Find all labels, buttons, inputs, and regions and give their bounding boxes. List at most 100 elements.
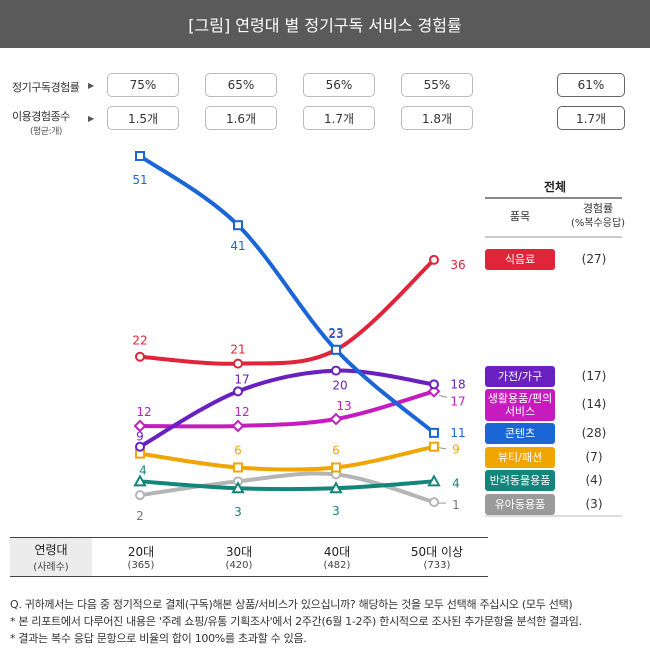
data-point [135, 351, 145, 362]
experience-total: 61% [557, 73, 625, 97]
experience-value-30s: 65% [205, 73, 277, 97]
arrow-right-icon: ▶ [88, 114, 95, 123]
data-label: 13 [336, 399, 351, 413]
legend-item-label: 반려동물용품 [485, 470, 555, 491]
data-point [329, 481, 343, 494]
legend-col-rate-sub: (%복수응답) [570, 218, 626, 229]
age-group-table: 연령대 (사례수) 20대 (365) 30대 (420) 40대 (482) … [10, 537, 488, 577]
data-label: 21 [230, 343, 245, 357]
age-group-40s: 40대 (482) [288, 538, 386, 576]
data-point [135, 490, 145, 501]
legend-item-value: (14) [581, 397, 607, 411]
legend-item-value: (4) [585, 473, 603, 487]
age-group-n: (482) [323, 560, 351, 571]
data-label: 6 [234, 443, 242, 457]
legend-col-rate-title: 경험률 [582, 202, 614, 215]
data-label: 11 [450, 426, 465, 440]
data-point [429, 379, 439, 390]
data-point [331, 344, 341, 355]
age-group-label: 40대 [323, 545, 351, 559]
count-value-40s: 1.7개 [303, 106, 375, 130]
legend-item-label: 뷰티/패션 [485, 447, 555, 468]
legend-item-label: 생활용품/편의서비스 [485, 389, 555, 421]
footnote-source: * 본 리포트에서 다루어진 내용은 '주례 쇼핑/유통 기획조사'에서 2주간… [10, 615, 582, 628]
data-label: 41 [230, 239, 245, 253]
data-label: 17 [450, 394, 465, 408]
data-label: 20 [332, 379, 347, 393]
data-label: 22 [132, 334, 147, 348]
age-group-header-title: 연령대 [34, 543, 68, 557]
data-label: 17 [234, 372, 249, 386]
data-label: 9 [452, 443, 460, 457]
count-row-title: 이용경험종수 [12, 110, 70, 123]
data-label: 3 [332, 504, 340, 518]
data-label: 12 [136, 405, 151, 419]
data-label: 4 [139, 463, 147, 477]
count-value-30s: 1.6개 [205, 106, 277, 130]
age-group-50s: 50대 이상 (733) [386, 538, 488, 576]
series-line [138, 444, 436, 472]
legend-item-value: (3) [585, 497, 603, 511]
data-point [329, 412, 343, 426]
age-group-n: (733) [423, 560, 451, 571]
count-total: 1.7개 [557, 106, 625, 130]
page-title: [그림] 연령대 별 정기구독 서비스 경험률 [0, 0, 650, 48]
data-point [427, 474, 441, 487]
series-line [138, 154, 436, 435]
label-leader-line [438, 394, 448, 398]
age-group-label: 20대 [127, 545, 155, 559]
legend-item-label: 식음료 [485, 249, 555, 270]
age-group-header-sub: (사례수) [33, 562, 69, 573]
series-line [138, 257, 436, 366]
data-label: 12 [234, 405, 249, 419]
age-group-20s: 20대 (365) [92, 538, 190, 576]
data-point [133, 474, 147, 487]
data-point [233, 220, 243, 231]
series-line [138, 471, 436, 505]
legend-item-value: (28) [581, 426, 607, 440]
legend-col-item: 품목 [509, 210, 531, 223]
legend-title: 전체 [544, 180, 567, 194]
data-label: 9 [136, 430, 144, 444]
data-point [331, 365, 341, 376]
data-point [133, 419, 147, 433]
experience-value-20s: 75% [107, 73, 179, 97]
data-label: 1 [452, 498, 460, 512]
count-value-50s: 1.8개 [401, 106, 473, 130]
age-group-30s: 30대 (420) [190, 538, 288, 576]
data-point [427, 384, 441, 398]
data-point [331, 462, 341, 473]
series-line [138, 368, 436, 449]
experience-value-50s: 55% [401, 73, 473, 97]
arrow-right-icon: ▶ [88, 81, 95, 90]
age-group-label: 50대 이상 [410, 545, 464, 559]
data-label: 36 [450, 258, 465, 272]
data-point [233, 386, 243, 397]
data-label: 23 [328, 327, 343, 341]
label-leader-line [438, 447, 447, 450]
series-line [138, 479, 436, 492]
legend-item-value: (17) [581, 369, 607, 383]
data-label: 23 [328, 326, 343, 340]
count-row-label: 이용경험종수 (평균:개) [12, 108, 70, 137]
data-point [429, 441, 439, 452]
data-label: 18 [450, 377, 465, 391]
age-group-n: (365) [127, 560, 155, 571]
age-group-label: 30대 [225, 545, 253, 559]
data-label: 2 [136, 509, 144, 523]
legend-item-label: 가전/가구 [485, 366, 555, 387]
data-point [233, 358, 243, 369]
age-group-header: 연령대 (사례수) [10, 538, 92, 576]
footnote-question: Q. 귀하께서는 다음 중 정기적으로 결제(구독)해본 상품/서비스가 있으십… [10, 598, 573, 611]
data-label: 3 [234, 505, 242, 519]
data-label: 4 [452, 476, 460, 490]
data-label: 6 [332, 443, 340, 457]
data-point [231, 481, 245, 494]
legend-item-label: 유아동용품 [485, 494, 555, 515]
legend-item-label: 콘텐츠 [485, 423, 555, 444]
count-value-20s: 1.5개 [107, 106, 179, 130]
experience-row-label: 정기구독경험률 [12, 81, 80, 94]
legend-item-value: (7) [585, 450, 603, 464]
data-point [429, 427, 439, 438]
